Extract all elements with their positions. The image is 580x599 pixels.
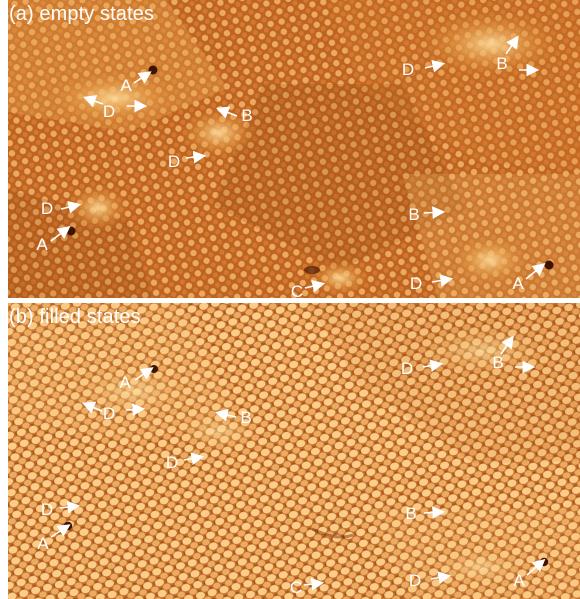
label-a-2: A xyxy=(37,534,49,553)
label-d-1: D xyxy=(102,404,116,423)
label-d-5: D xyxy=(408,571,422,590)
label-d-3: D xyxy=(40,199,54,218)
label-d-1: D xyxy=(102,102,116,121)
label-c-1: C xyxy=(290,282,304,299)
label-d-4: D xyxy=(401,60,415,79)
filled-states-panel: (b) filled states A D B D D xyxy=(8,303,580,599)
label-a-3: A xyxy=(512,274,524,293)
label-d-5: D xyxy=(409,274,423,293)
label-a-3: A xyxy=(513,571,525,590)
filled-states-title: (b) filled states xyxy=(9,306,141,328)
empty-states-panel: (a) empty states A D B D D xyxy=(8,0,580,298)
label-b-2: B xyxy=(496,54,508,73)
empty-states-bright-zones xyxy=(44,10,563,296)
label-d-4: D xyxy=(400,359,414,378)
panel-divider xyxy=(0,298,580,303)
label-d-3: D xyxy=(40,500,54,519)
label-c-1: C xyxy=(289,578,303,597)
filled-states-bright-zones xyxy=(77,325,549,585)
label-b-3: B xyxy=(405,504,417,523)
empty-states-image xyxy=(8,0,580,298)
empty-states-title: (a) empty states xyxy=(9,3,154,25)
label-a-1: A xyxy=(119,373,131,392)
label-a-2: A xyxy=(36,235,48,254)
label-d-2: D xyxy=(165,453,179,472)
label-a-1: A xyxy=(120,76,132,95)
label-b-1: B xyxy=(241,106,253,125)
filled-states-image xyxy=(8,303,580,599)
label-b-2: B xyxy=(492,353,504,372)
label-b-3: B xyxy=(408,205,420,224)
label-d-2: D xyxy=(167,152,181,171)
label-b-1: B xyxy=(240,408,252,427)
